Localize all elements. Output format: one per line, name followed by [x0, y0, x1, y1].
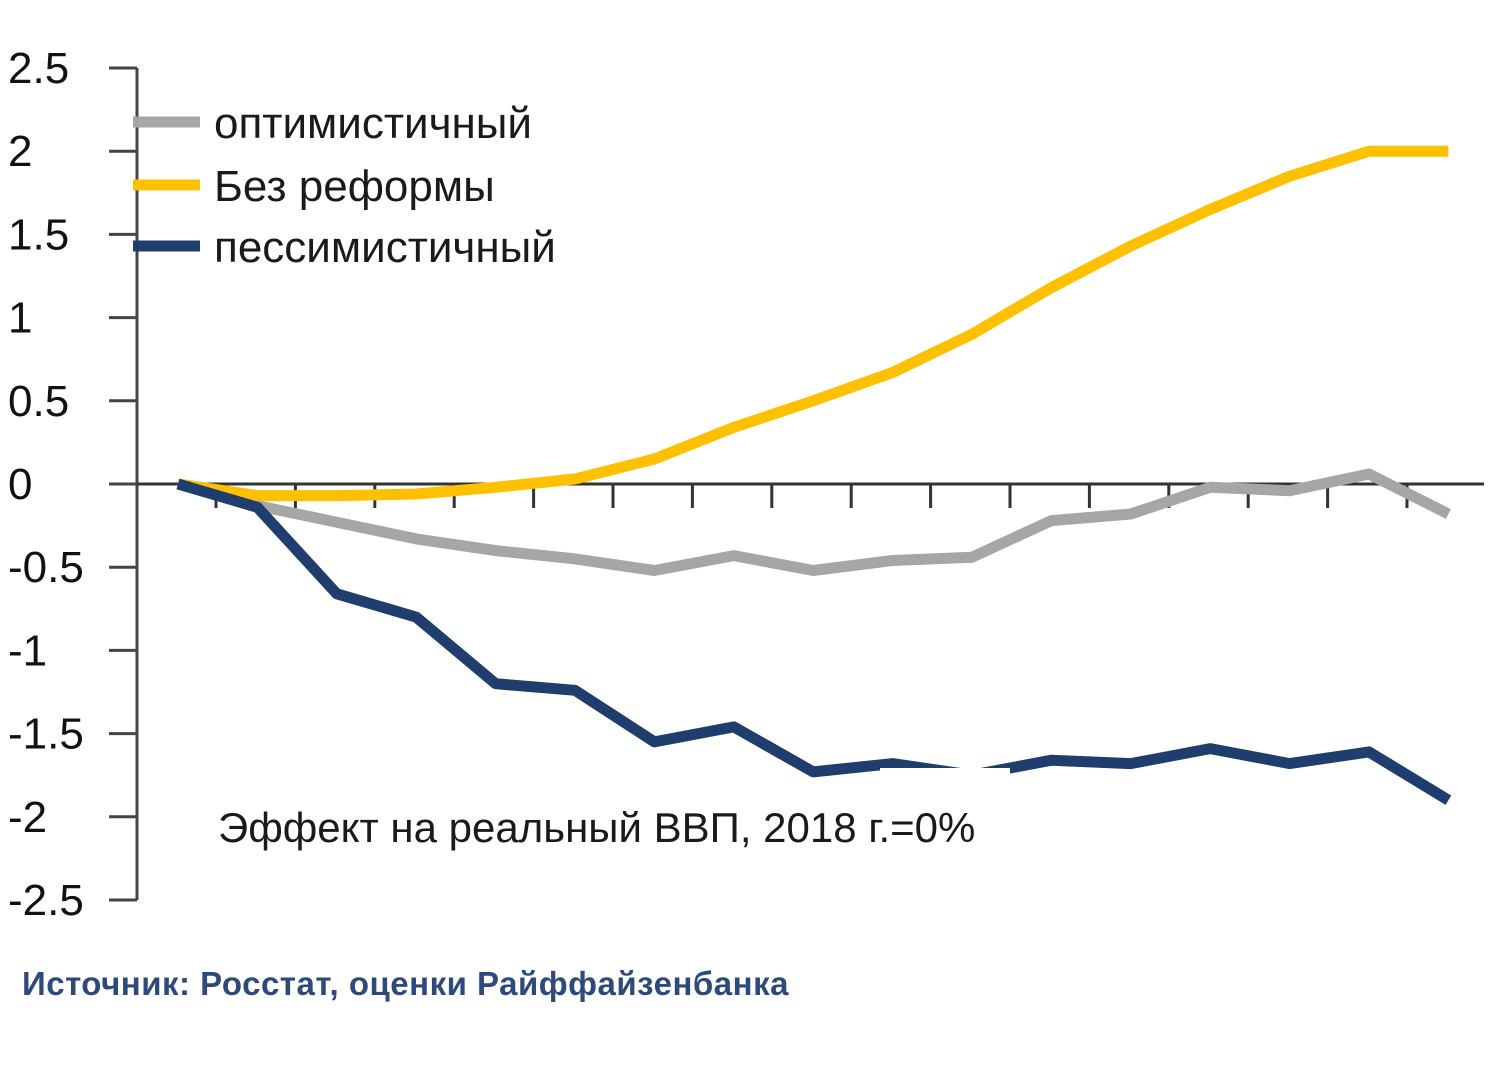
y-tick-label: -0.5	[8, 543, 84, 592]
y-tick-label: 0	[8, 460, 32, 509]
plot-mask	[880, 768, 1010, 788]
y-axis: 2.5 2 1.5 1 0.5 0 -0.5 -1 -1.5 -2 -2.5	[8, 44, 139, 925]
legend: оптимистичный Без реформы пессимистичный	[133, 99, 556, 272]
series-line-2	[176, 478, 1452, 805]
series-line-1	[177, 145, 1449, 502]
source-note: Источник: Росстат, оценки Райффайзенбанк…	[22, 965, 789, 1002]
y-tick-label: 0.5	[8, 377, 69, 426]
legend-label: пессимистичный	[214, 223, 556, 272]
y-tick-label: 1	[8, 294, 32, 343]
y-tick-label: -2	[8, 793, 47, 842]
chart: 2.5 2 1.5 1 0.5 0 -0.5 -1 -1.5 -2 -2.5 оптимистичн…	[8, 44, 1484, 925]
y-tick-label: -1	[8, 626, 47, 675]
y-tick-label: 2.5	[8, 44, 69, 93]
series-lines	[176, 145, 1452, 805]
y-tick-label: -2.5	[8, 876, 84, 925]
y-tick-label: 1.5	[8, 210, 69, 259]
y-tick-label: -1.5	[8, 710, 84, 759]
legend-label: оптимистичный	[214, 99, 532, 148]
series-line-0	[176, 468, 1451, 576]
legend-label: Без реформы	[214, 162, 495, 211]
chart-annotation: Эффект на реальный ВВП, 2018 г.=0%	[218, 804, 975, 851]
y-tick-label: 2	[8, 127, 32, 176]
